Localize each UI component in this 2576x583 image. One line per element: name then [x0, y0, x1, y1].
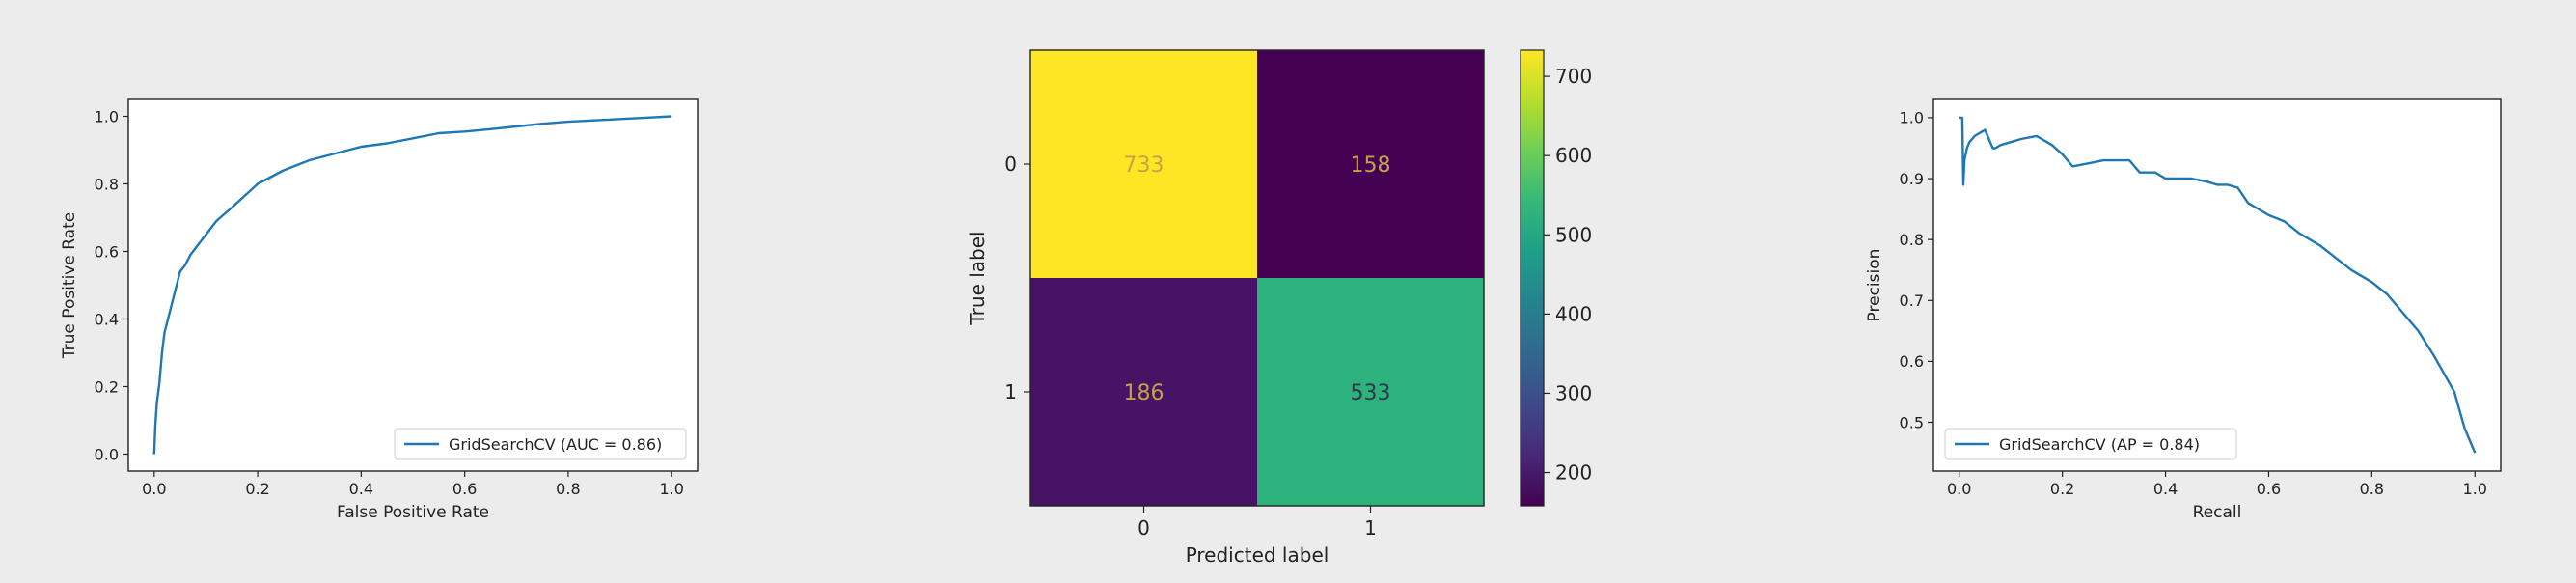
y-tick-label: 0.6 — [1900, 352, 1924, 371]
x-tick-label: 0.0 — [142, 480, 166, 498]
matrix-cell — [1030, 50, 1257, 278]
matrix-cell — [1257, 278, 1484, 506]
colorbar-tick-label: 400 — [1555, 302, 1592, 325]
colorbar-tick-label: 600 — [1555, 144, 1592, 167]
matrix-cell — [1030, 278, 1257, 506]
matrix-cell — [1257, 50, 1484, 278]
x-axis-label: Predicted label — [1186, 543, 1329, 567]
y-tick-label: 0.8 — [1900, 231, 1924, 249]
plot-area — [127, 98, 699, 472]
legend-label: GridSearchCV (AP = 0.84) — [1999, 435, 2200, 454]
x-tick-label: 0 — [1137, 516, 1150, 540]
y-tick-label: 0.5 — [1900, 413, 1924, 431]
colorbar-tick-label: 300 — [1555, 381, 1592, 404]
cell-value: 158 — [1351, 153, 1391, 178]
x-tick-label: 0.6 — [2257, 480, 2281, 498]
colorbar — [1520, 49, 1545, 507]
x-tick-label: 0.8 — [2360, 480, 2384, 498]
x-tick-label: 1.0 — [659, 480, 683, 498]
x-tick-label: 0.2 — [245, 480, 269, 498]
x-tick-label: 0.8 — [556, 480, 580, 498]
y-tick-label: 0.2 — [95, 377, 119, 396]
legend-label: GridSearchCV (AUC = 0.86) — [449, 435, 662, 454]
cell-value: 186 — [1124, 381, 1165, 405]
series-line — [152, 115, 672, 455]
x-axis-label: Recall — [2193, 503, 2242, 522]
x-tick-label: 0.4 — [349, 480, 373, 498]
colorbar-tick-label: 500 — [1555, 223, 1592, 246]
plot-area — [1932, 98, 2502, 472]
series-line — [1959, 116, 2477, 454]
y-tick-label: 1 — [1004, 380, 1017, 403]
colorbar-tick-label: 200 — [1555, 461, 1592, 485]
legend-box — [394, 428, 687, 460]
cell-value: 533 — [1351, 381, 1391, 405]
y-tick-label: 0.6 — [95, 242, 119, 261]
x-tick-label: 0.2 — [2050, 480, 2074, 498]
y-axis-label: True label — [966, 231, 989, 325]
y-tick-label: 0.9 — [1900, 170, 1924, 188]
y-tick-label: 1.0 — [1900, 109, 1924, 127]
colorbar-tick-label: 700 — [1555, 65, 1592, 88]
x-tick-label: 1 — [1364, 516, 1377, 540]
roc-curve-chart: 0.0 0.2 0.4 0.6 0.8 1.0 0.0 0.2 0.4 0.6 0.8 1.0 Fals… — [60, 98, 699, 522]
y-tick-label: 0 — [1004, 153, 1017, 176]
cell-value: 733 — [1124, 153, 1165, 178]
x-tick-label: 0.0 — [1947, 480, 1971, 498]
y-tick-label: 0.8 — [95, 175, 119, 193]
y-tick-label: 0.7 — [1900, 292, 1924, 310]
x-tick-label: 0.6 — [452, 480, 477, 498]
y-axis-label: True Positive Rate — [60, 212, 79, 359]
y-tick-label: 0.0 — [95, 445, 119, 463]
x-tick-label: 1.0 — [2463, 480, 2487, 498]
y-axis-label: Precision — [1865, 249, 1884, 322]
y-tick-label: 1.0 — [95, 107, 119, 125]
precision-recall-chart: 0.0 0.2 0.4 0.6 0.8 1.0 0.5 0.6 0.7 0.8 0.9 1.0 Reca… — [1865, 98, 2502, 522]
x-tick-label: 0.4 — [2153, 480, 2178, 498]
matrix-frame — [1029, 49, 1485, 507]
confusion-matrix-chart: 733 158 186 533 0 1 0 1 Predicted label True labe… — [966, 49, 1592, 567]
x-axis-label: False Positive Rate — [337, 503, 489, 522]
legend-box — [1944, 428, 2237, 460]
y-tick-label: 0.4 — [95, 310, 119, 328]
